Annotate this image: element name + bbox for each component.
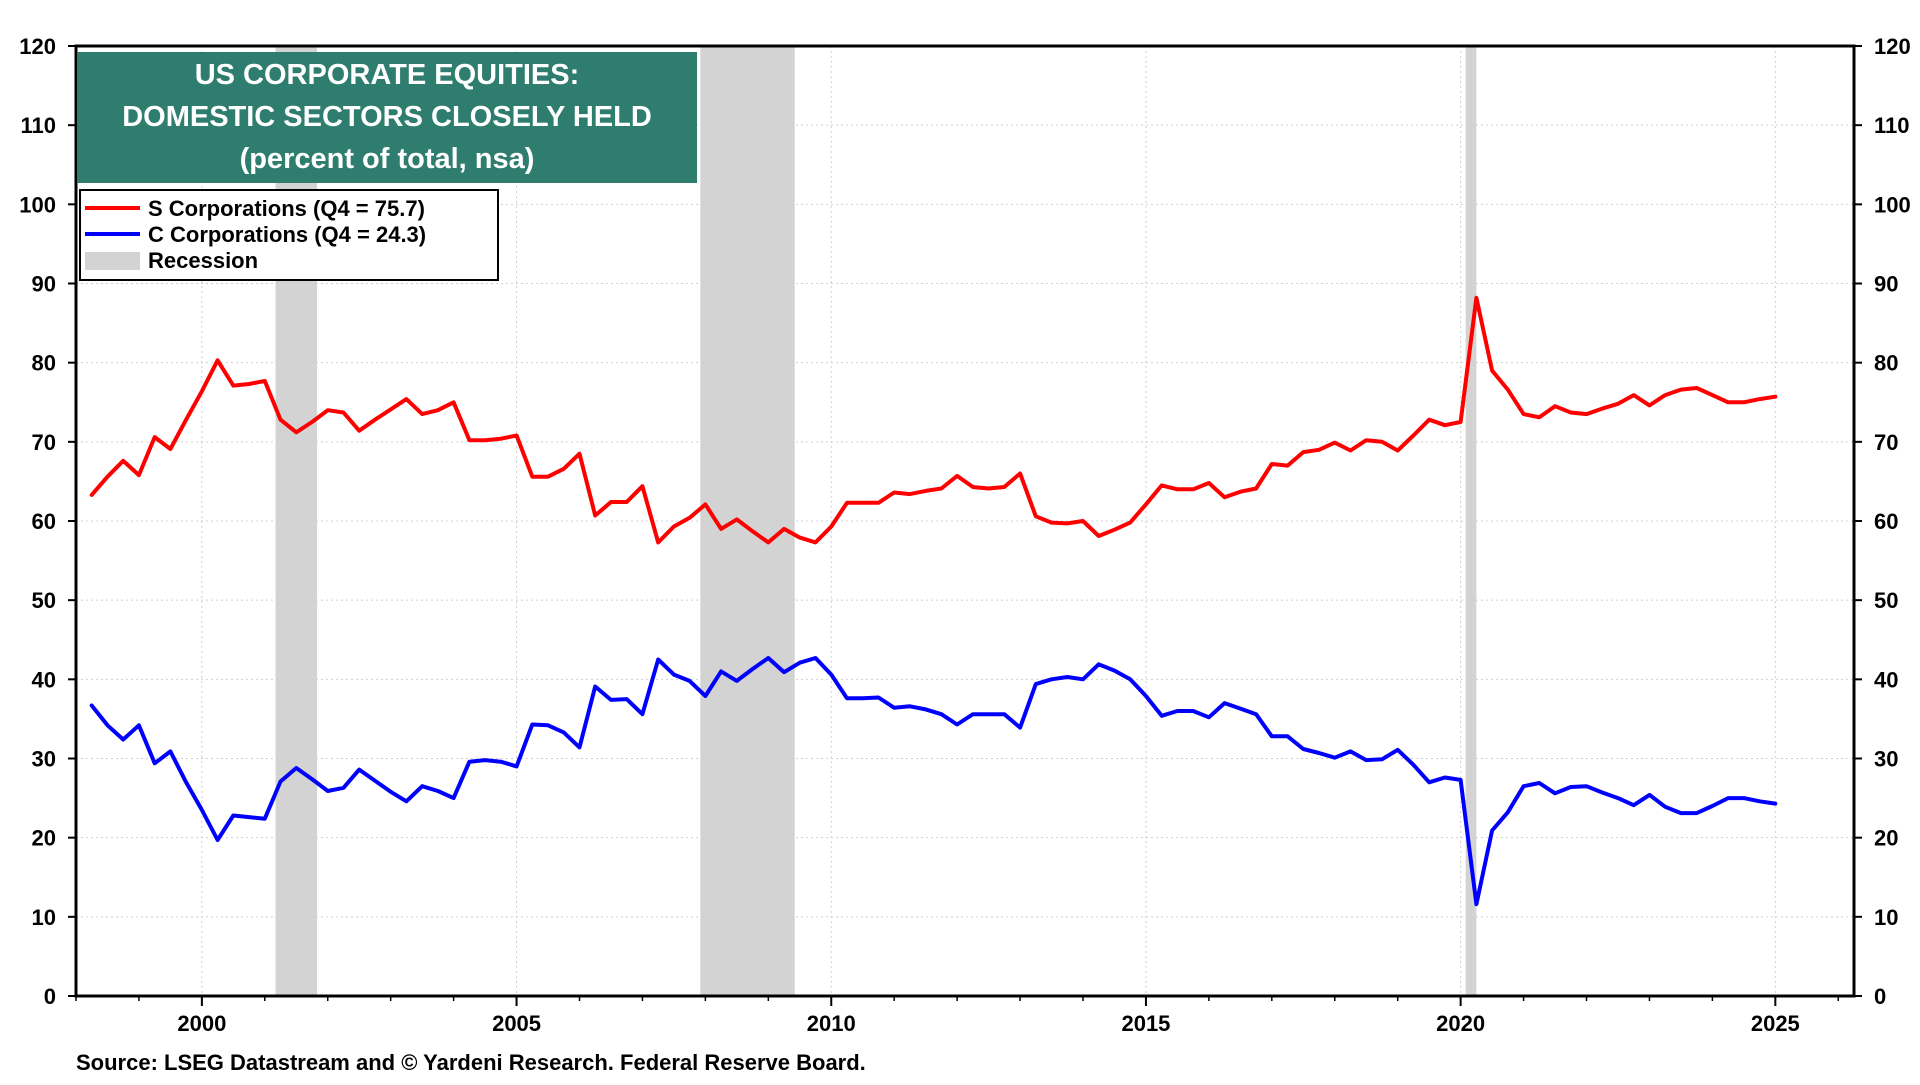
series-line-c-corporations (89, 656, 1778, 907)
y-tick-label-left: 80 (32, 351, 56, 376)
legend-label-c-corporations: C Corporations (Q4 = 24.3) (148, 222, 426, 247)
y-tick-label-right: 90 (1874, 272, 1898, 297)
x-tick-label: 2025 (1751, 1011, 1800, 1036)
chart-subtitle: (percent of total, nsa) (240, 143, 535, 175)
y-tick-label-right: 110 (1874, 113, 1910, 138)
y-tick-label-right: 50 (1874, 588, 1898, 613)
legend-box (79, 189, 499, 281)
y-tick-label-left: 110 (21, 113, 57, 138)
x-tick-label: 2015 (1121, 1011, 1170, 1036)
chart-title-line-1: US CORPORATE EQUITIES: (195, 59, 580, 91)
chart-title-line-2: DOMESTIC SECTORS CLOSELY HELD (122, 101, 652, 133)
y-tick-label-right: 70 (1874, 430, 1898, 455)
x-tick-label: 2000 (177, 1011, 226, 1036)
series-line-s-corporations (89, 295, 1778, 545)
y-tick-label-right: 40 (1874, 667, 1898, 692)
y-axis-right: 0 10 20 30 40 50 60 70 80 90 100 110 120 (1854, 34, 1911, 1009)
title-box: US CORPORATE EQUITIES: DOMESTIC SECTORS … (77, 52, 697, 183)
y-tick-label-left: 40 (32, 667, 56, 692)
y-tick-label-right: 80 (1874, 351, 1898, 376)
y-tick-label-left: 30 (32, 747, 56, 772)
y-tick-label-right: 60 (1874, 509, 1898, 534)
legend-label-recession: Recession (148, 248, 258, 273)
x-axis: 2000 2005 2010 2015 2020 2025 (75, 996, 1840, 1036)
y-tick-label-left: 120 (19, 34, 56, 59)
y-tick-label-right: 100 (1874, 192, 1911, 217)
source-note: Source: LSEG Datastream and © Yardeni Re… (76, 1050, 866, 1075)
y-axis-left: 0 10 20 30 40 50 60 70 80 90 100 110 120 (19, 34, 76, 1009)
title-background (77, 52, 697, 183)
y-tick-label-left: 10 (32, 905, 56, 930)
y-tick-label-left: 90 (32, 272, 56, 297)
legend-swatch-recession (85, 252, 140, 270)
legend-label-s-corporations: S Corporations (Q4 = 75.7) (148, 196, 425, 221)
y-tick-label-right: 30 (1874, 747, 1898, 772)
y-tick-label-left: 70 (32, 430, 56, 455)
series-lines (89, 295, 1778, 907)
x-tick-label: 2005 (492, 1011, 541, 1036)
legend: S Corporations (Q4 = 75.7) C Corporation… (79, 189, 499, 281)
y-tick-label-left: 50 (32, 588, 56, 613)
y-tick-label-left: 60 (32, 509, 56, 534)
y-tick-label-left: 20 (32, 826, 56, 851)
y-tick-label-left: 100 (19, 192, 56, 217)
y-tick-label-right: 10 (1874, 905, 1898, 930)
x-tick-label: 2010 (807, 1011, 856, 1036)
grid-lines (76, 46, 1854, 996)
y-tick-label-right: 0 (1874, 984, 1886, 1009)
x-tick-label: 2020 (1436, 1011, 1485, 1036)
y-tick-label-left: 0 (44, 984, 56, 1009)
y-tick-label-right: 120 (1874, 34, 1911, 59)
y-tick-label-right: 20 (1874, 826, 1898, 851)
